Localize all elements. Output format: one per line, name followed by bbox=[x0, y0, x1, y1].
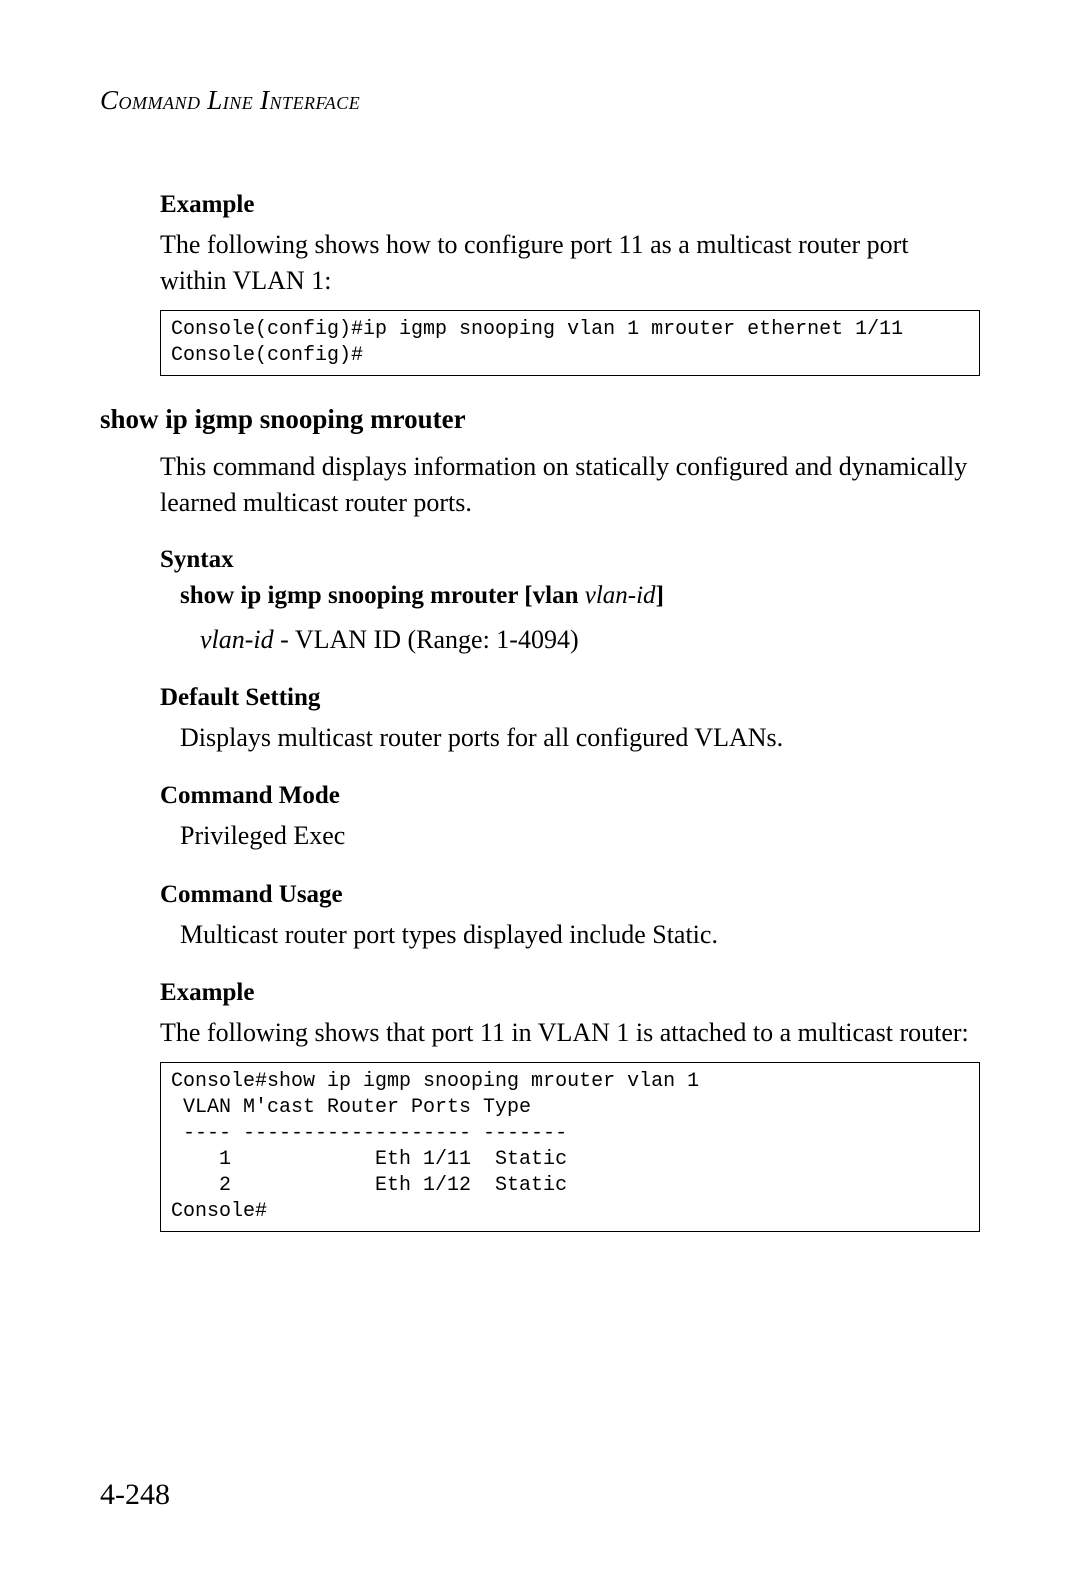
default-setting-section: Default Setting Displays multicast route… bbox=[100, 684, 980, 756]
command-usage-body: Multicast router port types displayed in… bbox=[180, 917, 980, 953]
syntax-vlan: vlan bbox=[533, 582, 585, 609]
command-heading: show ip igmp snooping mrouter bbox=[100, 404, 980, 435]
command-mode-heading: Command Mode bbox=[160, 782, 980, 810]
example-2-body: The following shows that port 11 in VLAN… bbox=[160, 1015, 980, 1051]
page-number: 4-248 bbox=[100, 1478, 170, 1512]
example-section-1: Example The following shows how to confi… bbox=[100, 191, 980, 376]
syntax-heading: Syntax bbox=[160, 546, 980, 574]
syntax-param-name: vlan-id bbox=[200, 625, 274, 654]
syntax-bracket-close: ] bbox=[656, 582, 664, 609]
example-1-heading: Example bbox=[160, 191, 980, 219]
example-2-heading: Example bbox=[160, 979, 980, 1007]
syntax-param: vlan-id - VLAN ID (Range: 1-4094) bbox=[200, 622, 980, 658]
syntax-vlanid-italic: vlan-id bbox=[585, 582, 656, 609]
command-usage-heading: Command Usage bbox=[160, 881, 980, 909]
syntax-section: Syntax show ip igmp snooping mrouter [vl… bbox=[100, 546, 980, 658]
example-2-code: Console#show ip igmp snooping mrouter vl… bbox=[160, 1062, 980, 1232]
command-mode-body: Privileged Exec bbox=[180, 818, 980, 854]
default-setting-body: Displays multicast router ports for all … bbox=[180, 720, 980, 756]
syntax-param-desc: - VLAN ID (Range: 1-4094) bbox=[274, 625, 579, 654]
command-mode-section: Command Mode Privileged Exec bbox=[100, 782, 980, 854]
syntax-bracket-open: [ bbox=[524, 582, 532, 609]
example-section-2: Example The following shows that port 11… bbox=[100, 979, 980, 1231]
running-header: Command Line Interface bbox=[100, 85, 980, 116]
example-1-body: The following shows how to configure por… bbox=[160, 227, 980, 300]
default-setting-heading: Default Setting bbox=[160, 684, 980, 712]
example-1-code: Console(config)#ip igmp snooping vlan 1 … bbox=[160, 310, 980, 376]
command-usage-section: Command Usage Multicast router port type… bbox=[100, 881, 980, 953]
command-description: This command displays information on sta… bbox=[160, 449, 980, 522]
syntax-command-bold: show ip igmp snooping mrouter bbox=[180, 582, 524, 609]
syntax-line: show ip igmp snooping mrouter [vlan vlan… bbox=[180, 582, 980, 610]
